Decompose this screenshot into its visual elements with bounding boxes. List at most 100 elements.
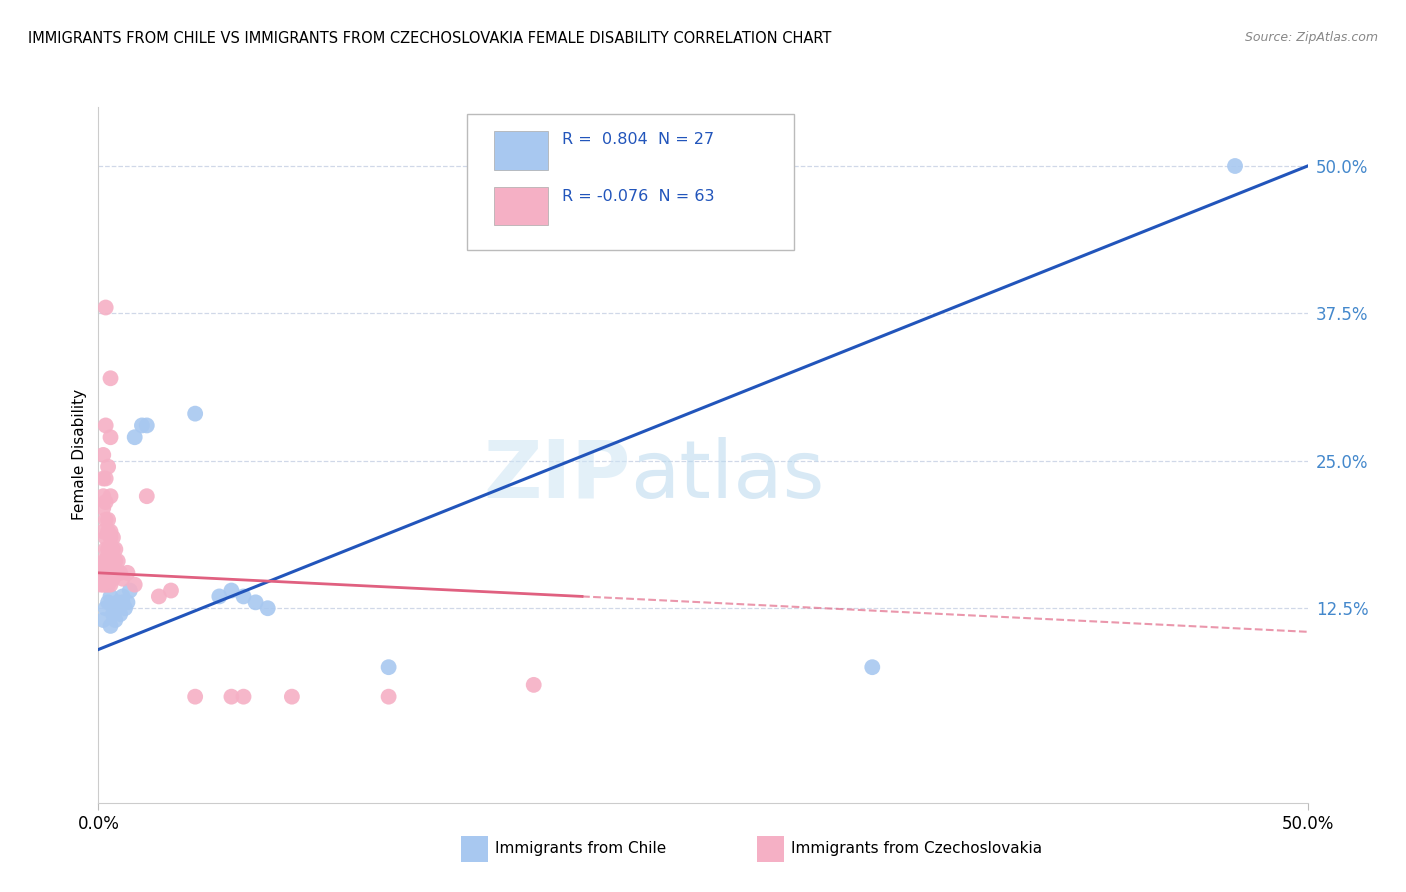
Point — [94, 560, 117, 574]
Point — [100, 619, 122, 633]
Point — [135, 418, 157, 433]
Point — [184, 690, 207, 704]
Point — [245, 595, 267, 609]
Point — [90, 560, 112, 574]
Bar — [758, 836, 785, 862]
Point — [111, 590, 134, 604]
Point — [117, 595, 139, 609]
Point — [91, 489, 114, 503]
Point — [100, 524, 122, 539]
Point — [221, 583, 243, 598]
Point — [97, 595, 120, 609]
Bar — [494, 187, 548, 226]
Point — [101, 607, 124, 621]
Point — [91, 500, 114, 515]
Point — [104, 554, 127, 568]
Point — [184, 407, 207, 421]
Point — [232, 690, 254, 704]
Point — [90, 577, 112, 591]
Point — [91, 560, 114, 574]
FancyBboxPatch shape — [467, 114, 793, 250]
Point — [111, 572, 134, 586]
Point — [101, 572, 124, 586]
Point — [118, 583, 141, 598]
Point — [101, 560, 124, 574]
Point — [104, 542, 127, 557]
Point — [107, 601, 129, 615]
Point — [104, 613, 127, 627]
Point — [97, 560, 120, 574]
Y-axis label: Female Disability: Female Disability — [72, 389, 87, 521]
Point — [94, 554, 117, 568]
Point — [111, 595, 134, 609]
Point — [221, 690, 243, 704]
Text: atlas: atlas — [630, 437, 825, 515]
Text: R = -0.076  N = 63: R = -0.076 N = 63 — [561, 188, 714, 203]
Text: ZIP: ZIP — [484, 437, 630, 515]
Point — [100, 489, 122, 503]
Point — [107, 595, 129, 609]
Point — [100, 560, 122, 574]
Point — [90, 566, 112, 580]
Point — [377, 660, 399, 674]
Point — [91, 613, 114, 627]
Point — [101, 542, 124, 557]
Point — [208, 590, 231, 604]
Text: Immigrants from Chile: Immigrants from Chile — [495, 840, 666, 855]
Point — [94, 471, 117, 485]
Point — [94, 301, 117, 315]
Point — [97, 542, 120, 557]
Text: R =  0.804  N = 27: R = 0.804 N = 27 — [561, 132, 714, 147]
Point — [100, 590, 122, 604]
Point — [100, 577, 122, 591]
Point — [97, 577, 120, 591]
Point — [97, 513, 120, 527]
Point — [107, 566, 129, 580]
Point — [108, 607, 131, 621]
Point — [256, 601, 278, 615]
Point — [91, 566, 114, 580]
Point — [100, 566, 122, 580]
Point — [91, 524, 114, 539]
Point — [114, 601, 136, 615]
Point — [117, 566, 139, 580]
Point — [124, 577, 146, 591]
Point — [860, 660, 883, 674]
Point — [124, 430, 146, 444]
Text: IMMIGRANTS FROM CHILE VS IMMIGRANTS FROM CZECHOSLOVAKIA FEMALE DISABILITY CORREL: IMMIGRANTS FROM CHILE VS IMMIGRANTS FROM… — [28, 31, 831, 46]
Point — [100, 430, 122, 444]
Point — [94, 418, 117, 433]
Point — [94, 572, 117, 586]
Point — [281, 690, 304, 704]
Point — [523, 678, 546, 692]
Point — [97, 566, 120, 580]
Point — [135, 489, 157, 503]
Point — [232, 590, 254, 604]
Point — [100, 371, 122, 385]
Point — [91, 554, 114, 568]
Point — [91, 577, 114, 591]
Point — [91, 471, 114, 485]
Point — [377, 690, 399, 704]
Point — [160, 583, 183, 598]
Point — [94, 566, 117, 580]
Point — [94, 513, 117, 527]
Point — [94, 495, 117, 509]
Point — [108, 566, 131, 580]
Point — [97, 459, 120, 474]
Point — [101, 531, 124, 545]
Point — [94, 531, 117, 545]
Point — [91, 448, 114, 462]
Point — [1223, 159, 1246, 173]
Point — [94, 542, 117, 557]
Point — [97, 554, 120, 568]
Point — [100, 542, 122, 557]
Point — [131, 418, 153, 433]
Point — [100, 531, 122, 545]
Point — [97, 524, 120, 539]
Point — [94, 577, 117, 591]
Bar — [461, 836, 488, 862]
Point — [148, 590, 170, 604]
Text: Immigrants from Czechoslovakia: Immigrants from Czechoslovakia — [792, 840, 1042, 855]
Point — [107, 554, 129, 568]
